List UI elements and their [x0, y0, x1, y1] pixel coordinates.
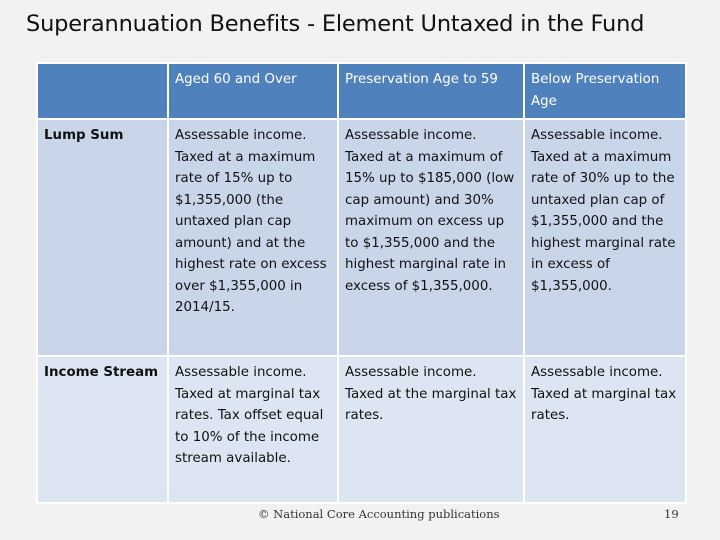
- cell-income-stream-below-preservation: Assessable income. Taxed at marginal tax…: [523, 355, 687, 504]
- header-below-preservation-age: Below Preservation Age: [523, 62, 687, 120]
- benefits-table: Aged 60 and Over Preservation Age to 59 …: [36, 62, 687, 504]
- cell-income-stream-preservation-age: Assessable income. Taxed at the marginal…: [337, 355, 525, 504]
- header-aged-60-and-over: Aged 60 and Over: [167, 62, 339, 120]
- header-preservation-age-to-59: Preservation Age to 59: [337, 62, 525, 120]
- page-number: 19: [664, 507, 679, 521]
- table-header-row: Aged 60 and Over Preservation Age to 59 …: [36, 62, 687, 120]
- table-row-lump-sum: Lump Sum Assessable income. Taxed at a m…: [36, 118, 687, 357]
- row-label-lump-sum: Lump Sum: [36, 118, 169, 357]
- row-label-income-stream: Income Stream: [36, 355, 169, 504]
- cell-lump-sum-preservation-age: Assessable income. Taxed at a maximum of…: [337, 118, 525, 357]
- cell-income-stream-aged-60: Assessable income. Taxed at marginal tax…: [167, 355, 339, 504]
- cell-lump-sum-below-preservation: Assessable income. Taxed at a maximum ra…: [523, 118, 687, 357]
- cell-lump-sum-aged-60: Assessable income. Taxed at a maximum ra…: [167, 118, 339, 357]
- footer-copyright: © National Core Accounting publications: [258, 507, 500, 521]
- slide-title: Superannuation Benefits - Element Untaxe…: [26, 11, 645, 37]
- table-row-income-stream: Income Stream Assessable income. Taxed a…: [36, 355, 687, 504]
- header-corner-cell: [36, 62, 169, 120]
